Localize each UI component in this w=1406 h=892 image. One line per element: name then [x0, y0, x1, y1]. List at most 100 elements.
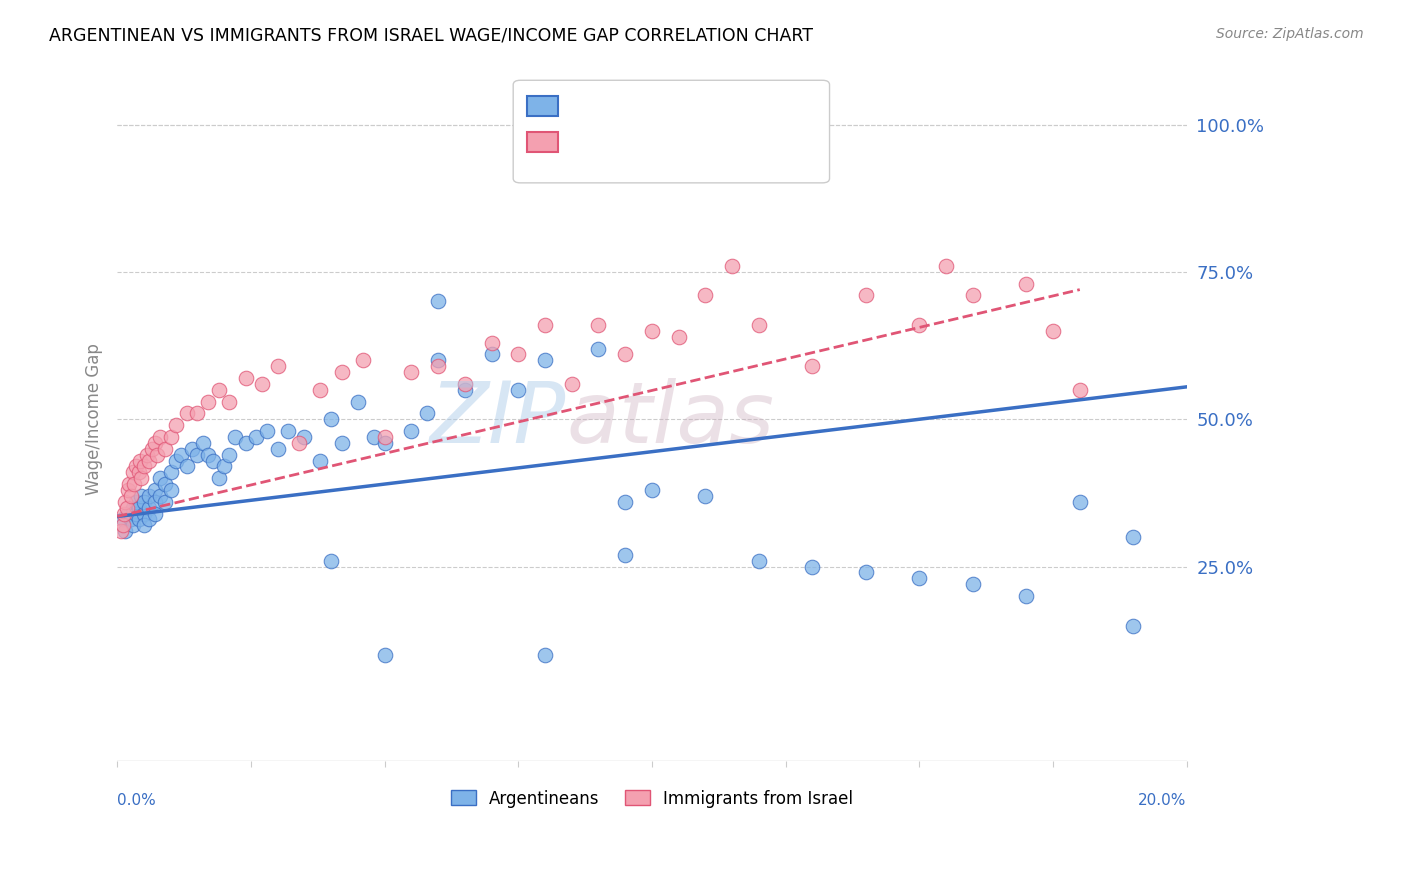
- Point: [416, 406, 439, 420]
- Point: [614, 548, 637, 562]
- Point: [135, 448, 157, 462]
- Point: [855, 288, 877, 302]
- Point: [1122, 530, 1144, 544]
- Point: [427, 359, 450, 374]
- Text: ARGENTINEAN VS IMMIGRANTS FROM ISRAEL WAGE/INCOME GAP CORRELATION CHART: ARGENTINEAN VS IMMIGRANTS FROM ISRAEL WA…: [49, 27, 813, 45]
- Point: [641, 324, 664, 338]
- Point: [218, 394, 240, 409]
- Point: [118, 477, 141, 491]
- Point: [292, 430, 315, 444]
- Point: [191, 435, 214, 450]
- Point: [186, 406, 208, 420]
- Point: [508, 347, 530, 361]
- Point: [401, 365, 423, 379]
- Point: [111, 512, 134, 526]
- Point: [721, 259, 744, 273]
- Point: [124, 477, 146, 491]
- Point: [143, 435, 166, 450]
- Point: [197, 394, 219, 409]
- Point: [122, 518, 145, 533]
- Point: [129, 489, 152, 503]
- Point: [962, 577, 984, 591]
- Text: N =: N =: [657, 136, 693, 153]
- Point: [149, 489, 172, 503]
- Point: [170, 448, 193, 462]
- Point: [588, 318, 610, 332]
- Point: [143, 495, 166, 509]
- Point: [695, 288, 717, 302]
- Text: 59: 59: [689, 136, 711, 153]
- Point: [427, 294, 450, 309]
- Point: [245, 430, 267, 444]
- Point: [309, 453, 332, 467]
- Point: [117, 483, 139, 497]
- Point: [128, 453, 150, 467]
- Point: [1069, 383, 1091, 397]
- Point: [277, 424, 299, 438]
- Point: [208, 471, 231, 485]
- Text: 20.0%: 20.0%: [1139, 794, 1187, 808]
- Point: [114, 524, 136, 539]
- Point: [330, 435, 353, 450]
- Text: 0.454: 0.454: [600, 136, 652, 153]
- Point: [138, 489, 160, 503]
- Point: [143, 507, 166, 521]
- Point: [363, 430, 385, 444]
- Point: [125, 459, 148, 474]
- Point: [908, 571, 931, 585]
- Point: [186, 448, 208, 462]
- Text: 75: 75: [689, 100, 711, 118]
- Point: [427, 353, 450, 368]
- Point: [319, 412, 342, 426]
- Point: [266, 359, 288, 374]
- Point: [155, 477, 177, 491]
- Point: [855, 566, 877, 580]
- Point: [125, 507, 148, 521]
- Point: [159, 465, 181, 479]
- Point: [235, 435, 257, 450]
- Point: [159, 483, 181, 497]
- Point: [125, 495, 148, 509]
- Point: [1015, 589, 1038, 603]
- Point: [695, 489, 717, 503]
- Point: [111, 518, 134, 533]
- Point: [588, 342, 610, 356]
- Point: [962, 288, 984, 302]
- Point: [149, 430, 172, 444]
- Text: R =: R =: [567, 100, 603, 118]
- Point: [235, 371, 257, 385]
- Point: [1069, 495, 1091, 509]
- Text: ZIP: ZIP: [430, 377, 567, 461]
- Point: [614, 495, 637, 509]
- Point: [114, 495, 136, 509]
- Point: [202, 453, 225, 467]
- Point: [115, 500, 138, 515]
- Point: [748, 318, 770, 332]
- Point: [641, 483, 664, 497]
- Point: [197, 448, 219, 462]
- Point: [132, 459, 155, 474]
- Point: [908, 318, 931, 332]
- Point: [614, 347, 637, 361]
- Point: [256, 424, 278, 438]
- Text: 0.0%: 0.0%: [117, 794, 156, 808]
- Point: [801, 559, 824, 574]
- Point: [454, 383, 477, 397]
- Point: [1042, 324, 1064, 338]
- Point: [401, 424, 423, 438]
- Point: [155, 495, 177, 509]
- Text: R =: R =: [567, 136, 603, 153]
- Point: [508, 383, 530, 397]
- Point: [1122, 618, 1144, 632]
- Legend: Argentineans, Immigrants from Israel: Argentineans, Immigrants from Israel: [444, 783, 859, 814]
- Point: [454, 376, 477, 391]
- Text: N =: N =: [657, 100, 693, 118]
- Point: [319, 554, 342, 568]
- Point: [288, 435, 311, 450]
- Point: [128, 465, 150, 479]
- Point: [266, 442, 288, 456]
- Point: [128, 512, 150, 526]
- Point: [1015, 277, 1038, 291]
- Point: [218, 448, 240, 462]
- Point: [165, 453, 187, 467]
